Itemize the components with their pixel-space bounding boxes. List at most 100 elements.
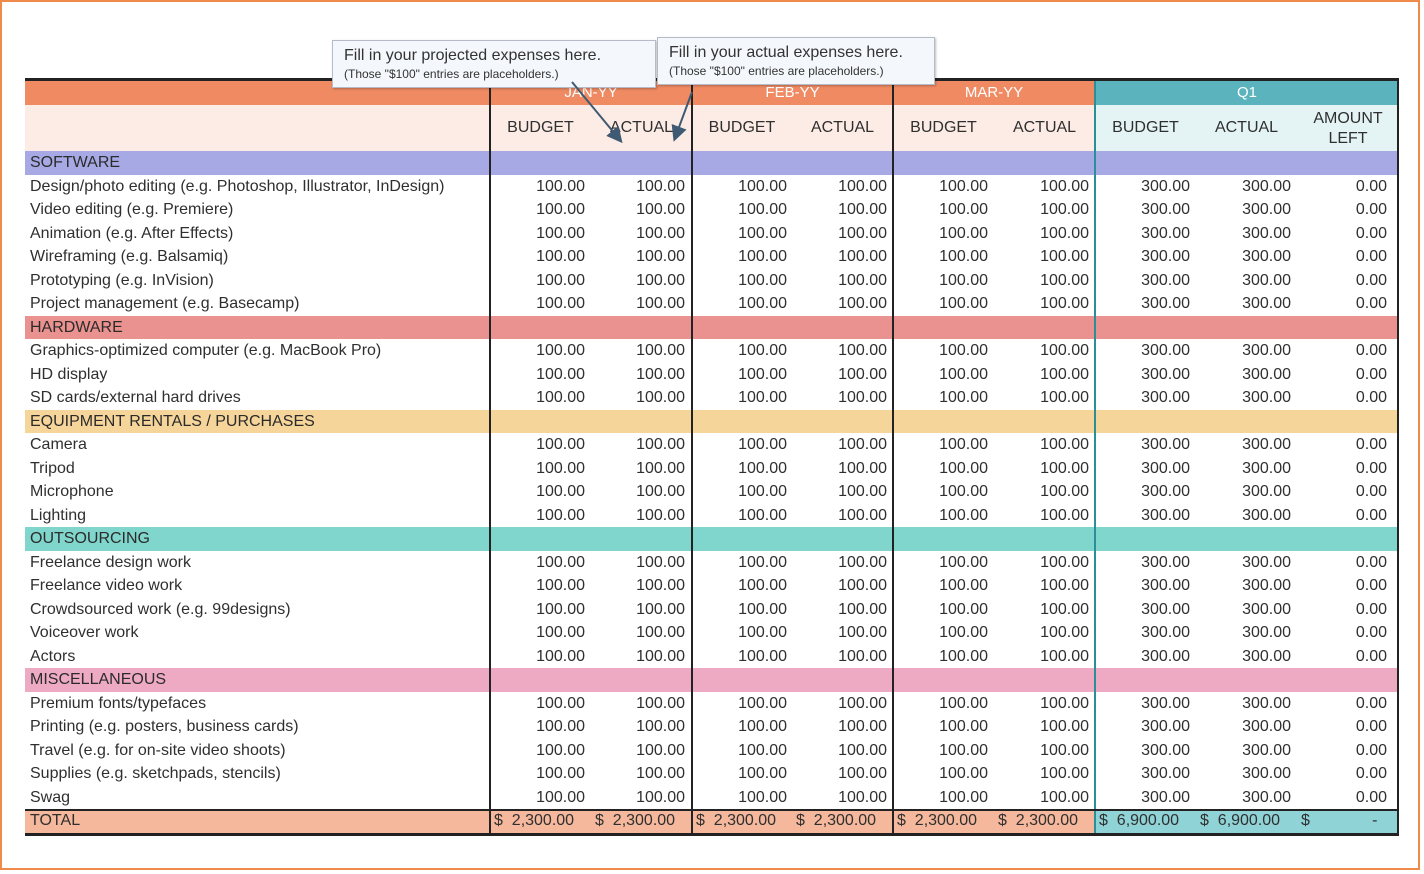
cell-amount-left[interactable]: 0.00 — [1355, 342, 1387, 359]
cell-budget[interactable]: 100.00 — [939, 577, 988, 594]
cell-actual[interactable]: 100.00 — [1040, 506, 1089, 524]
cell-amount-left[interactable]: 0.00 — [1355, 459, 1387, 477]
cell-budget[interactable]: 100.00 — [738, 577, 787, 594]
cell-budget[interactable]: 100.00 — [738, 553, 787, 571]
cell-budget[interactable]: 100.00 — [536, 271, 585, 289]
cell-actual[interactable]: $ 6,900.00 — [1200, 812, 1281, 829]
cell-actual[interactable]: 300.00 — [1242, 694, 1291, 712]
cell-budget[interactable]: 300.00 — [1141, 647, 1190, 665]
cell-amount-left[interactable]: 0.00 — [1355, 600, 1387, 618]
cell-actual[interactable]: 100.00 — [636, 600, 685, 618]
cell-actual[interactable]: 100.00 — [838, 694, 887, 712]
cell-budget[interactable]: 100.00 — [939, 436, 988, 453]
cell-actual[interactable]: 100.00 — [838, 224, 887, 242]
cell-budget[interactable]: 300.00 — [1141, 459, 1190, 477]
cell-actual[interactable]: 100.00 — [1040, 765, 1089, 782]
cell-budget[interactable]: 100.00 — [738, 248, 787, 265]
cell-actual[interactable]: 300.00 — [1242, 271, 1291, 289]
cell-budget[interactable]: 300.00 — [1141, 436, 1190, 453]
cell-actual[interactable]: $ 2,300.00 — [998, 812, 1079, 829]
cell-actual[interactable]: 100.00 — [1040, 741, 1089, 759]
cell-budget[interactable]: 300.00 — [1141, 600, 1190, 618]
cell-budget[interactable]: 100.00 — [738, 365, 787, 383]
cell-actual[interactable]: 100.00 — [1040, 647, 1089, 665]
cell-budget[interactable]: 300.00 — [1141, 765, 1190, 782]
cell-actual[interactable]: 300.00 — [1242, 295, 1291, 312]
cell-budget[interactable]: 100.00 — [738, 389, 787, 406]
cell-amount-left[interactable]: 0.00 — [1355, 271, 1387, 289]
cell-budget[interactable]: 100.00 — [939, 506, 988, 524]
cell-actual[interactable]: 100.00 — [636, 342, 685, 359]
cell-budget[interactable]: 100.00 — [536, 765, 585, 782]
cell-budget[interactable]: 300.00 — [1141, 577, 1190, 594]
cell-actual[interactable]: 300.00 — [1242, 483, 1291, 500]
cell-budget[interactable]: 100.00 — [738, 506, 787, 524]
cell-actual[interactable]: 300.00 — [1242, 765, 1291, 782]
cell-actual[interactable]: 100.00 — [636, 506, 685, 524]
cell-actual[interactable]: 100.00 — [636, 177, 685, 195]
cell-budget[interactable]: 300.00 — [1141, 342, 1190, 359]
cell-actual[interactable]: 300.00 — [1242, 577, 1291, 594]
cell-budget[interactable]: 100.00 — [738, 483, 787, 500]
cell-actual[interactable]: 100.00 — [1040, 295, 1089, 312]
cell-amount-left[interactable]: 0.00 — [1355, 788, 1387, 806]
cell-budget[interactable]: 100.00 — [939, 483, 988, 500]
cell-amount-left[interactable]: 0.00 — [1355, 647, 1387, 665]
cell-budget[interactable]: 100.00 — [536, 600, 585, 618]
cell-amount-left[interactable]: 0.00 — [1355, 718, 1387, 735]
cell-budget[interactable]: $ 2,300.00 — [494, 812, 575, 829]
cell-actual[interactable]: 100.00 — [1040, 365, 1089, 383]
cell-actual[interactable]: 300.00 — [1242, 177, 1291, 195]
cell-budget[interactable]: 100.00 — [939, 248, 988, 265]
cell-budget[interactable]: 100.00 — [536, 295, 585, 312]
cell-actual[interactable]: 100.00 — [838, 741, 887, 759]
cell-budget[interactable]: 100.00 — [536, 436, 585, 453]
cell-actual[interactable]: 300.00 — [1242, 553, 1291, 571]
cell-actual[interactable]: 100.00 — [1040, 553, 1089, 571]
cell-budget[interactable]: 100.00 — [939, 741, 988, 759]
cell-budget[interactable]: 300.00 — [1141, 201, 1190, 218]
cell-budget[interactable]: 100.00 — [939, 201, 988, 218]
cell-actual[interactable]: 100.00 — [1040, 483, 1089, 500]
cell-budget[interactable]: 100.00 — [939, 177, 988, 195]
cell-amount-left[interactable]: 0.00 — [1355, 765, 1387, 782]
cell-budget[interactable]: 300.00 — [1141, 788, 1190, 806]
cell-actual[interactable]: 100.00 — [1040, 600, 1089, 618]
cell-actual[interactable]: 100.00 — [838, 765, 887, 782]
cell-amount-left[interactable]: 0.00 — [1355, 201, 1387, 218]
cell-actual[interactable]: 100.00 — [838, 788, 887, 806]
cell-budget[interactable]: 100.00 — [939, 600, 988, 618]
cell-budget[interactable]: 100.00 — [536, 553, 585, 571]
cell-budget[interactable]: 300.00 — [1141, 483, 1190, 500]
cell-actual[interactable]: 300.00 — [1242, 624, 1291, 641]
cell-budget[interactable]: 100.00 — [738, 201, 787, 218]
cell-budget[interactable]: $ 6,900.00 — [1099, 812, 1180, 829]
cell-actual[interactable]: 100.00 — [636, 694, 685, 712]
cell-budget[interactable]: 100.00 — [939, 624, 988, 641]
cell-budget[interactable]: 100.00 — [939, 224, 988, 242]
cell-actual[interactable]: 100.00 — [1040, 201, 1089, 218]
cell-actual[interactable]: 100.00 — [838, 365, 887, 383]
cell-budget[interactable]: 100.00 — [536, 718, 585, 735]
cell-budget[interactable]: 100.00 — [738, 694, 787, 712]
cell-actual[interactable]: 100.00 — [1040, 624, 1089, 641]
cell-actual[interactable]: 100.00 — [1040, 342, 1089, 359]
cell-budget[interactable]: 100.00 — [939, 765, 988, 782]
cell-actual[interactable]: 100.00 — [1040, 718, 1089, 735]
cell-actual[interactable]: 100.00 — [1040, 459, 1089, 477]
cell-budget[interactable]: 100.00 — [939, 553, 988, 571]
cell-budget[interactable]: $ 2,300.00 — [696, 812, 777, 829]
cell-actual[interactable]: 100.00 — [838, 577, 887, 594]
cell-budget[interactable]: 300.00 — [1141, 506, 1190, 524]
cell-actual[interactable]: 100.00 — [636, 459, 685, 477]
cell-amount-left[interactable]: 0.00 — [1355, 224, 1387, 242]
cell-budget[interactable]: 100.00 — [536, 577, 585, 594]
cell-budget[interactable]: 300.00 — [1141, 365, 1190, 383]
cell-actual[interactable]: 100.00 — [636, 647, 685, 665]
cell-actual[interactable]: 300.00 — [1242, 741, 1291, 759]
cell-budget[interactable]: 100.00 — [939, 271, 988, 289]
cell-budget[interactable]: 100.00 — [536, 248, 585, 265]
cell-actual[interactable]: 100.00 — [838, 177, 887, 195]
cell-actual[interactable]: 300.00 — [1242, 342, 1291, 359]
cell-budget[interactable]: 100.00 — [536, 506, 585, 524]
